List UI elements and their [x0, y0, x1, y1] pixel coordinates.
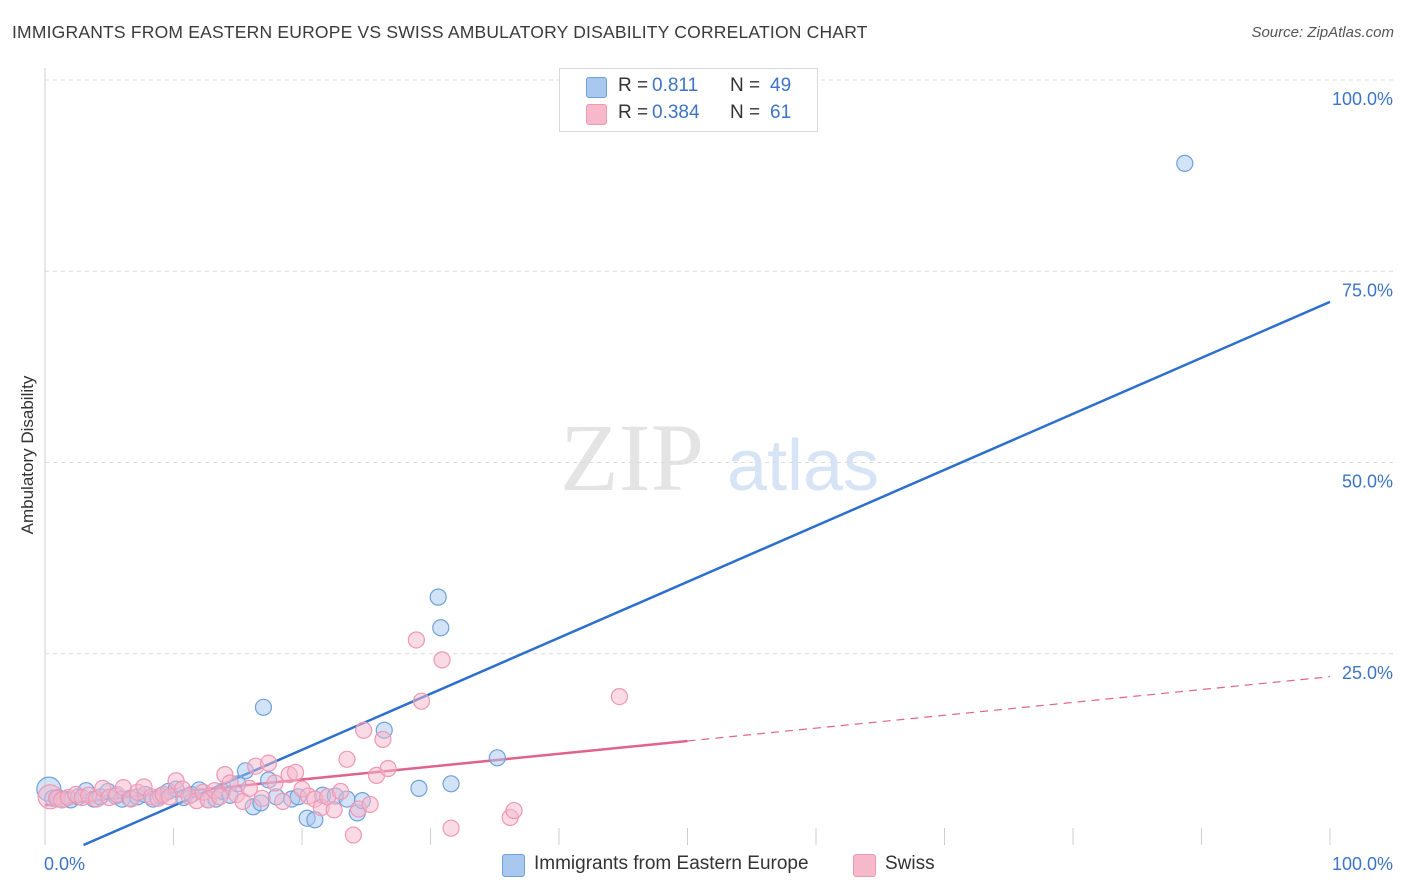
legend-r-value: 0.384 [652, 102, 700, 123]
legend-swatch-swiss [586, 104, 607, 125]
axes [44, 68, 1331, 845]
eastern-europe-point [429, 588, 447, 606]
swiss-point [331, 782, 350, 801]
legend-n-value: 61 [770, 102, 792, 123]
tick-labels: 100.0% 75.0% 50.0% 25.0% 0.0% 100.0% [44, 89, 1393, 874]
y-tick-label: 50.0% [1342, 472, 1393, 492]
swiss-point [374, 730, 392, 749]
y-tick-label: 25.0% [1342, 663, 1393, 683]
legend-swatch-eastern-europe [586, 77, 607, 98]
trend-lines [44, 300, 1331, 847]
swiss-point [161, 788, 179, 806]
legend-r-label: R = [618, 75, 649, 96]
bottom-legend-swatch-swiss [853, 854, 876, 877]
x-tick-label: 100.0% [1332, 854, 1393, 874]
x-tick-label: 0.0% [44, 854, 85, 874]
y-tick-label: 100.0% [1332, 89, 1393, 109]
swiss-point [355, 721, 373, 739]
swiss-point [325, 801, 343, 819]
legend-n-value: 49 [770, 75, 792, 96]
eastern-europe-point [410, 779, 428, 797]
eastern-europe-point [488, 749, 506, 767]
swiss-point [407, 631, 425, 649]
legend-n-label: N = [730, 75, 761, 96]
swiss-point [361, 795, 379, 814]
eastern-europe-point [1176, 154, 1194, 172]
eastern-europe-point [254, 698, 273, 716]
eastern-europe-trend-line [83, 300, 1331, 847]
swiss-point [442, 819, 460, 837]
chart-title: IMMIGRANTS FROM EASTERN EUROPE VS SWISS … [12, 22, 868, 42]
swiss-point [259, 754, 278, 772]
swiss-point [211, 788, 229, 806]
swiss-point [240, 779, 258, 797]
swiss-point [610, 687, 628, 706]
swiss-trend-line-projection [687, 676, 1331, 742]
swiss-point [338, 750, 356, 768]
swiss-point [412, 692, 431, 710]
swiss-point [433, 651, 451, 669]
watermark: ZIP atlas [560, 404, 879, 511]
bottom-legend-label: Immigrants from Eastern Europe [534, 853, 809, 874]
watermark-atlas: atlas [727, 426, 879, 506]
bottom-legend-swatch-eastern-europe [502, 854, 525, 877]
eastern-europe-point [442, 775, 460, 793]
swiss-point [379, 759, 397, 778]
legend-r-label: R = [618, 102, 649, 123]
legend-r-value: 0.811 [652, 75, 699, 96]
bottom-legend-label: Swiss [885, 853, 935, 874]
swiss-point [286, 763, 305, 781]
data-points [36, 154, 1194, 844]
y-tick-label: 75.0% [1342, 280, 1393, 300]
swiss-point [505, 801, 523, 820]
swiss-point [266, 774, 284, 792]
swiss-point [253, 789, 271, 807]
swiss-point [274, 792, 292, 810]
swiss-point [344, 826, 362, 844]
watermark-zip: ZIP [560, 404, 704, 511]
eastern-europe-point [432, 619, 450, 637]
correlation-legend: R = 0.811 N = 49 R = 0.384 N = 61 [559, 68, 818, 132]
source-label: Source: ZipAtlas.com [1251, 24, 1394, 41]
legend-n-label: N = [730, 102, 761, 123]
